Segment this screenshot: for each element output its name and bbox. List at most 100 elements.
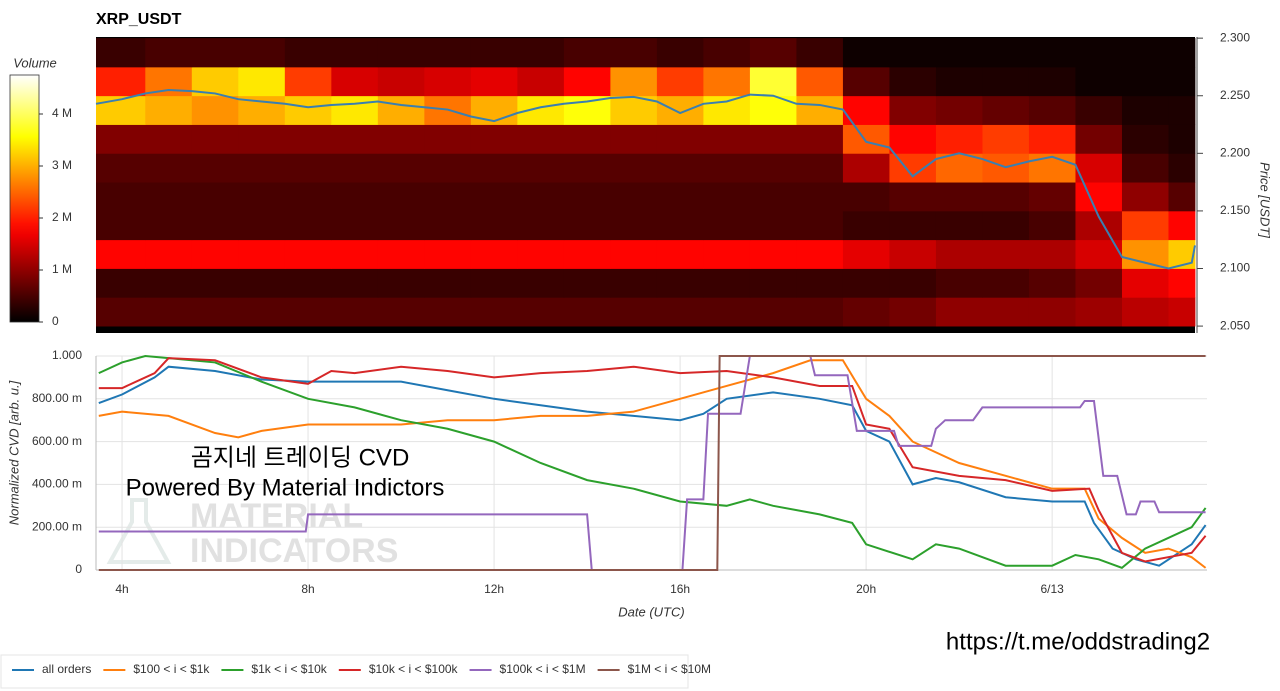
- cvd-line: [98, 357, 1207, 563]
- heatmap-cell: [563, 210, 611, 241]
- heatmap-cell: [703, 239, 751, 269]
- heatmap-cell: [1168, 153, 1196, 183]
- legend-label: $10k < i < $100k: [369, 662, 459, 676]
- heatmap-cell: [842, 182, 890, 212]
- heatmap-cell: [191, 153, 239, 183]
- heatmap-cell: [656, 268, 704, 298]
- y-tick-label: 0: [75, 562, 82, 576]
- heatmap-cell: [1028, 210, 1076, 241]
- heatmap-cell: [1075, 66, 1123, 97]
- heatmap-cell: [331, 210, 379, 241]
- y-axis-label: Price [USDT]: [1258, 162, 1273, 238]
- y-tick-label: 400.00 m: [32, 477, 82, 491]
- heatmap-cell: [749, 66, 797, 97]
- heatmap-cell: [424, 38, 472, 68]
- heatmap-cell: [796, 124, 844, 154]
- heatmap-cell: [1168, 124, 1196, 154]
- y-tick-label: 2.150: [1220, 203, 1250, 217]
- y-tick-label: 2.100: [1220, 261, 1250, 275]
- heatmap-cell: [284, 95, 332, 125]
- heatmap-cell: [517, 268, 565, 298]
- heatmap-cell: [1028, 95, 1076, 125]
- heatmap-cell: [563, 124, 611, 154]
- heatmap-cell: [656, 239, 704, 269]
- heatmap-cell: [982, 268, 1030, 298]
- heatmap-cell: [982, 95, 1030, 125]
- heatmap-cell: [935, 268, 983, 298]
- heatmap-cell: [1168, 268, 1196, 298]
- cvd-line: [98, 354, 1207, 569]
- heatmap-cell: [238, 182, 286, 212]
- heatmap-cell: [96, 66, 146, 97]
- heatmap-cell: [191, 239, 239, 269]
- heatmap-cell: [517, 38, 565, 68]
- heatmap-cell: [889, 268, 937, 298]
- heatmap-cell: [1075, 153, 1123, 183]
- price-line: [95, 88, 1196, 270]
- heatmap-cell: [284, 66, 332, 97]
- colorbar-tick-label: 2 M: [52, 210, 72, 224]
- heatmap-cell: [610, 38, 658, 68]
- heatmap-cell: [517, 153, 565, 183]
- heatmap-cell: [656, 182, 704, 212]
- heatmap-cell: [145, 210, 193, 241]
- heatmap-cell: [703, 66, 751, 97]
- heatmap-cell: [935, 66, 983, 97]
- heatmap-cell: [1075, 297, 1123, 327]
- heatmap-cell: [796, 297, 844, 327]
- heatmap-cell: [96, 210, 146, 241]
- heatmap-cell: [145, 268, 193, 298]
- heatmap-cell: [96, 124, 146, 154]
- heatmap-cell: [749, 210, 797, 241]
- heatmap-cell: [982, 124, 1030, 154]
- heatmap-cell: [331, 153, 379, 183]
- heatmap-cell: [470, 239, 518, 269]
- heatmap-cell: [470, 210, 518, 241]
- heatmap-cell: [563, 268, 611, 298]
- heatmap-cell: [610, 268, 658, 298]
- heatmap-cell: [377, 124, 425, 154]
- heatmap-cell: [1168, 38, 1196, 68]
- logo-text: INDICATORS: [190, 532, 398, 570]
- heatmap-cell: [1121, 268, 1169, 298]
- colorbar-tick-label: 1 M: [52, 262, 72, 276]
- heatmap-cell: [935, 182, 983, 212]
- heatmap-cell: [1075, 124, 1123, 154]
- heatmap-cell: [331, 268, 379, 298]
- heatmap-cell: [331, 124, 379, 154]
- heatmap-cell: [470, 297, 518, 327]
- x-tick-label: 6/13: [1040, 582, 1064, 596]
- heatmap-cell: [238, 153, 286, 183]
- heatmap-cell: [331, 95, 379, 125]
- heatmap-cell: [1028, 239, 1076, 269]
- heatmap-cell: [1075, 182, 1123, 212]
- powered-by: Powered By Material Indictors: [126, 474, 445, 501]
- heatmap-cell: [889, 239, 937, 269]
- colorbar-title: Volume: [13, 55, 57, 70]
- heatmap-cell: [424, 153, 472, 183]
- heatmap-cell: [749, 239, 797, 269]
- heatmap-cell: [191, 124, 239, 154]
- heatmap-cell: [284, 182, 332, 212]
- heatmap-cell: [331, 182, 379, 212]
- heatmap-cell: [703, 124, 751, 154]
- heatmap-cell: [563, 95, 611, 125]
- y-tick-label: 1.000: [52, 348, 82, 362]
- caption: 곰지네 트레이딩 CVD: [191, 444, 410, 471]
- heatmap-cell: [424, 268, 472, 298]
- heatmap-cell: [656, 297, 704, 327]
- heatmap-cell: [96, 153, 146, 183]
- heatmap-cell: [796, 66, 844, 97]
- heatmap-cell: [1168, 297, 1196, 327]
- heatmap-cell: [889, 66, 937, 97]
- heatmap-cell: [935, 210, 983, 241]
- heatmap-cell: [96, 268, 146, 298]
- heatmap-cell: [563, 297, 611, 327]
- x-tick-label: 12h: [484, 582, 504, 596]
- heatmap-cell: [470, 153, 518, 183]
- heatmap-cell: [470, 38, 518, 68]
- heatmap-cell: [1121, 95, 1169, 125]
- heatmap-cell: [749, 124, 797, 154]
- heatmap-cell: [470, 66, 518, 97]
- heatmap-cell: [610, 239, 658, 269]
